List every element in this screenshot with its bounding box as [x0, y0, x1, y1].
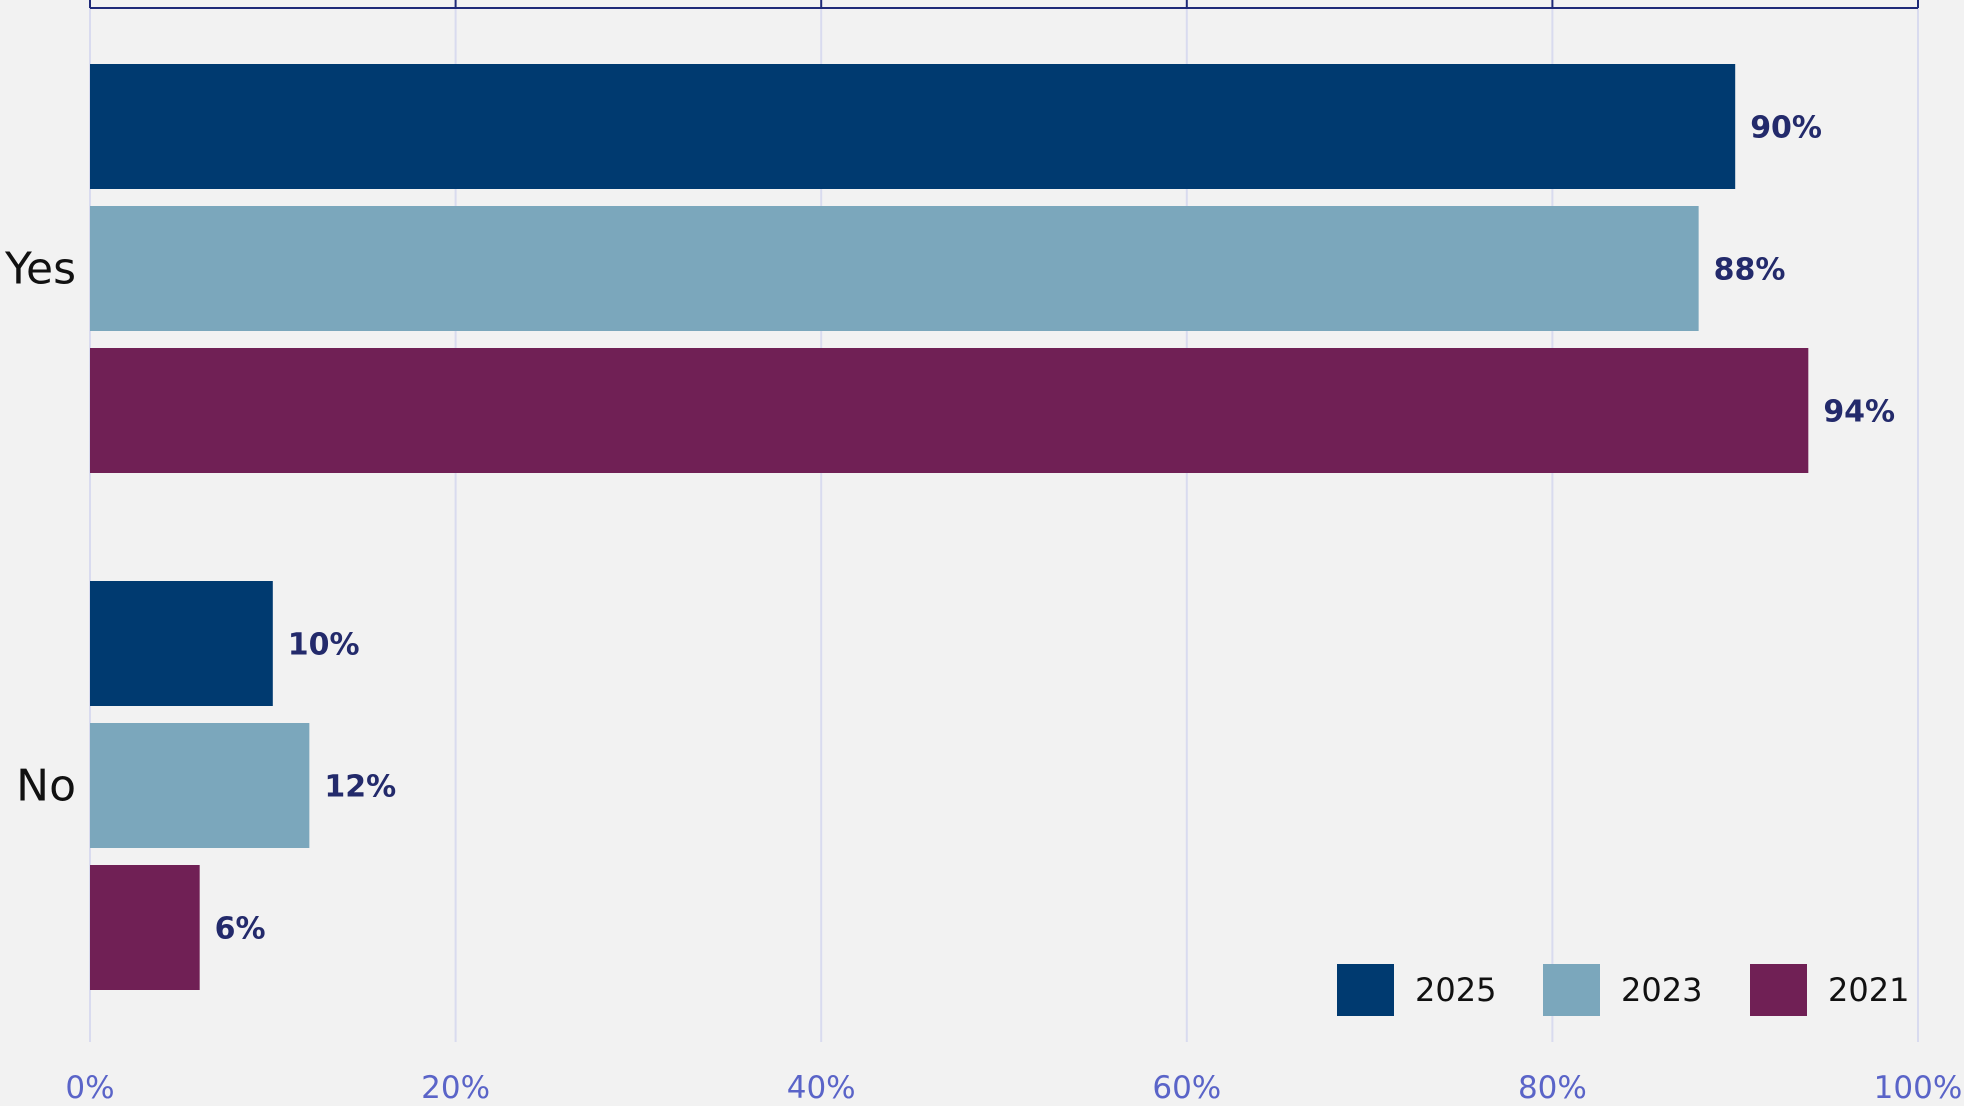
bars [90, 64, 1809, 990]
data-labels: 90% 88% 94% 10% 12% 6% [215, 111, 1895, 947]
bar-yes-2021 [90, 348, 1809, 473]
data-label: 88% [1714, 253, 1786, 288]
x-tick-label: 80% [1518, 1070, 1587, 1106]
legend-label: 2021 [1828, 971, 1909, 1009]
bar-no-2025 [90, 581, 273, 706]
legend-swatch-2021 [1750, 964, 1807, 1016]
legend-label: 2023 [1621, 971, 1702, 1009]
legend-swatch-2025 [1337, 964, 1394, 1016]
data-label: 6% [215, 912, 266, 947]
data-label: 10% [288, 628, 360, 663]
x-tick-label: 20% [421, 1070, 490, 1106]
x-tick-label: 40% [787, 1070, 856, 1106]
x-tick-label: 60% [1152, 1070, 1221, 1106]
bar-yes-2025 [90, 64, 1736, 189]
data-label: 94% [1823, 395, 1895, 430]
x-tick-label: 100% [1874, 1070, 1963, 1106]
category-label-yes: Yes [4, 244, 76, 295]
data-label: 90% [1750, 111, 1822, 146]
data-label: 12% [324, 770, 396, 805]
top-frame [89, 0, 1919, 9]
legend-label: 2025 [1415, 971, 1496, 1009]
category-label-no: No [16, 761, 76, 812]
bar-yes-2023 [90, 206, 1699, 331]
legend-swatch-2023 [1543, 964, 1600, 1016]
category-labels: Yes No [4, 244, 76, 812]
bar-no-2021 [90, 865, 200, 990]
x-tick-label: 0% [65, 1070, 114, 1106]
bar-no-2023 [90, 723, 310, 848]
x-axis-tick-labels: 0% 20% 40% 60% 80% 100% [65, 1070, 1962, 1106]
legend: 2025 2023 2021 [1337, 964, 1909, 1016]
